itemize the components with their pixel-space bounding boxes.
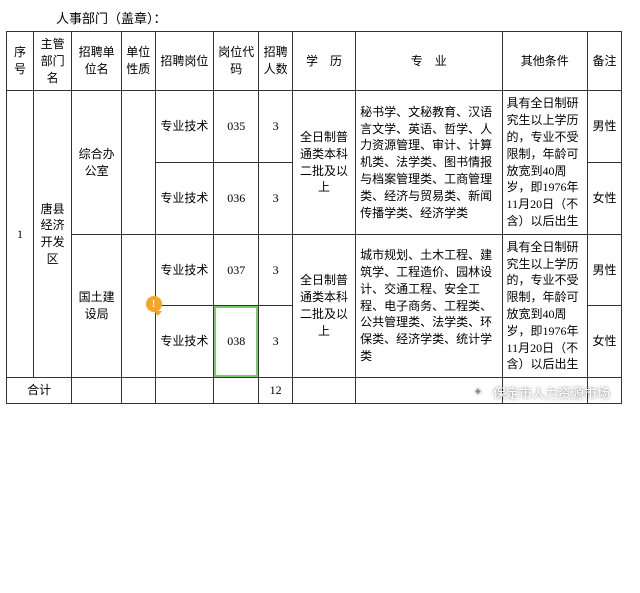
page: 人事部门（盖章）： 序号 主管部门名 招聘单位名 单位性质 招聘岗位 岗位代码 … [0,0,640,416]
cell-job: 专业技术 [155,91,214,163]
cell-note: 男性 [588,91,622,163]
h-other: 其他条件 [502,32,588,91]
watermark-text: 保定市人力资源市场 [493,383,610,402]
h-unit: 招聘单位名 [72,32,122,91]
cell-major-1: 秘书学、文秘教育、汉语言文学、英语、哲学、人力资源管理、审计、计算机类、法学类、… [356,91,502,234]
cell-note: 男性 [588,234,622,306]
watermark: ✦ 保定市人力资源市场 [469,383,610,402]
cell-num: 3 [259,306,293,378]
cell-other-1: 具有全日制研究生以上学历的，专业不受限制，年龄可放宽到40周岁，即1976年11… [502,91,588,234]
cell-seq: 1 [7,91,34,378]
cell-empty [72,378,122,404]
cell-job: 专业技术 [155,234,214,306]
cell-empty [155,378,214,404]
h-note: 备注 [588,32,622,91]
cell-empty [293,378,356,404]
h-code: 岗位代码 [214,32,259,91]
recruit-table: 序号 主管部门名 招聘单位名 单位性质 招聘岗位 岗位代码 招聘人数 学 历 专… [6,31,622,404]
cell-code: 037 [214,234,259,306]
table-row: 国土建设局 专业技术 037 3 全日制普通类本科二批及以上 城市规划、土木工程… [7,234,622,306]
header-row: 序号 主管部门名 招聘单位名 单位性质 招聘岗位 岗位代码 招聘人数 学 历 专… [7,32,622,91]
cell-total-num: 12 [259,378,293,404]
cell-nature-1 [121,91,155,234]
cell-note: 女性 [588,306,622,378]
cell-unit-2: 国土建设局 [72,234,122,377]
cell-empty [214,378,259,404]
h-job: 招聘岗位 [155,32,214,91]
cell-edu-2: 全日制普通类本科二批及以上 [293,234,356,377]
cell-total-label: 合计 [7,378,72,404]
h-num: 招聘人数 [259,32,293,91]
job-text: 专业技术 [160,334,208,348]
cell-code: 035 [214,91,259,163]
cell-code: 036 [214,163,259,235]
cell-major-2: 城市规划、土木工程、建筑学、工程造价、园林设计、交通工程、安全工程、电子商务、工… [356,234,502,377]
h-major: 专 业 [356,32,502,91]
cell-empty [121,378,155,404]
cell-dept: 唐县经济开发区 [34,91,72,378]
table-row: 1 唐县经济开发区 综合办公室 专业技术 035 3 全日制普通类本科二批及以上… [7,91,622,163]
cell-edu-1: 全日制普通类本科二批及以上 [293,91,356,234]
h-dept: 主管部门名 [34,32,72,91]
stamp-line: 人事部门（盖章）： [6,8,622,31]
cell-unit-1: 综合办公室 [72,91,122,234]
cell-job: 专业技术 [155,163,214,235]
h-seq: 序号 [7,32,34,91]
cell-num: 3 [259,163,293,235]
h-nature: 单位性质 [121,32,155,91]
cell-code-highlighted[interactable]: 038 [214,306,259,378]
cell-num: 3 [259,234,293,306]
cell-other-2: 具有全日制研究生以上学历的，专业不受限制，年龄可放宽到40周岁，即1976年11… [502,234,588,377]
wechat-icon: ✦ [469,383,487,401]
cell-num: 3 [259,91,293,163]
error-badge-icon: ! [146,296,162,312]
cell-job: ! 专业技术 [155,306,214,378]
h-edu: 学 历 [293,32,356,91]
error-badge-tail-icon [154,311,162,316]
cell-note: 女性 [588,163,622,235]
